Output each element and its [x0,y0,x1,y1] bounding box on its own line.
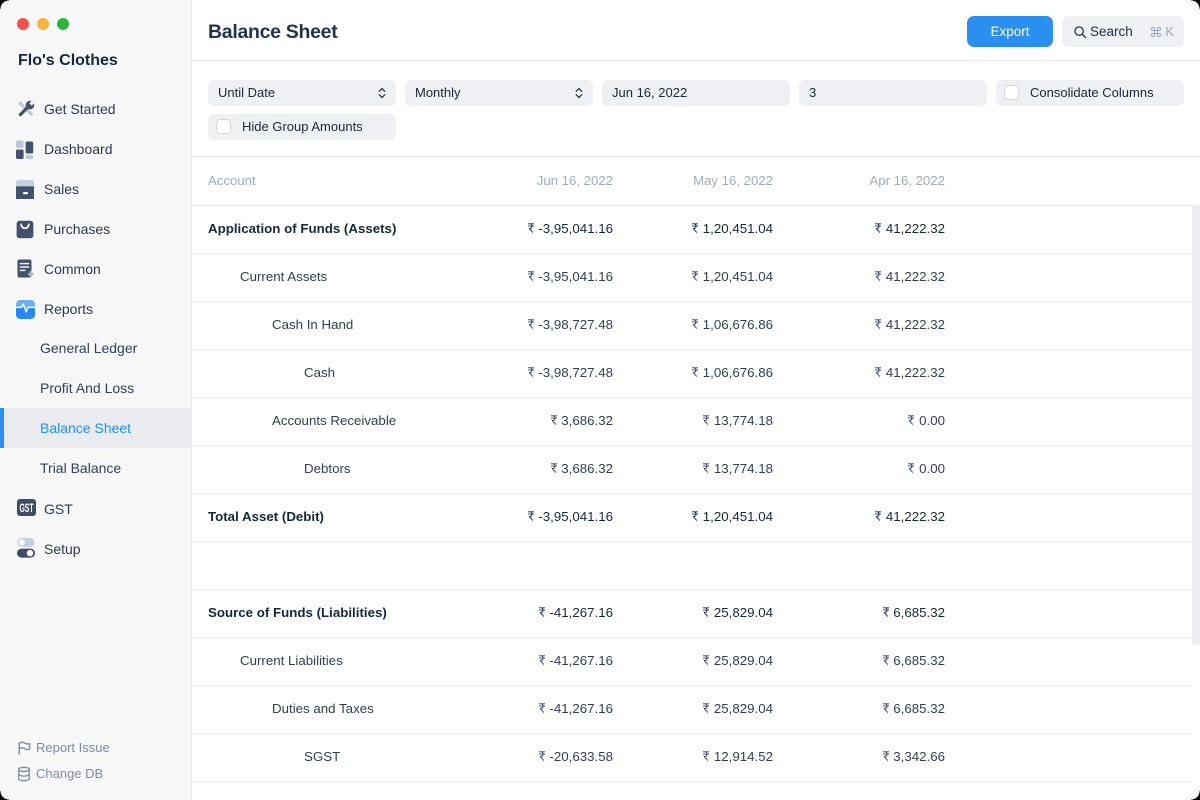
svg-text:GST: GST [20,503,34,515]
